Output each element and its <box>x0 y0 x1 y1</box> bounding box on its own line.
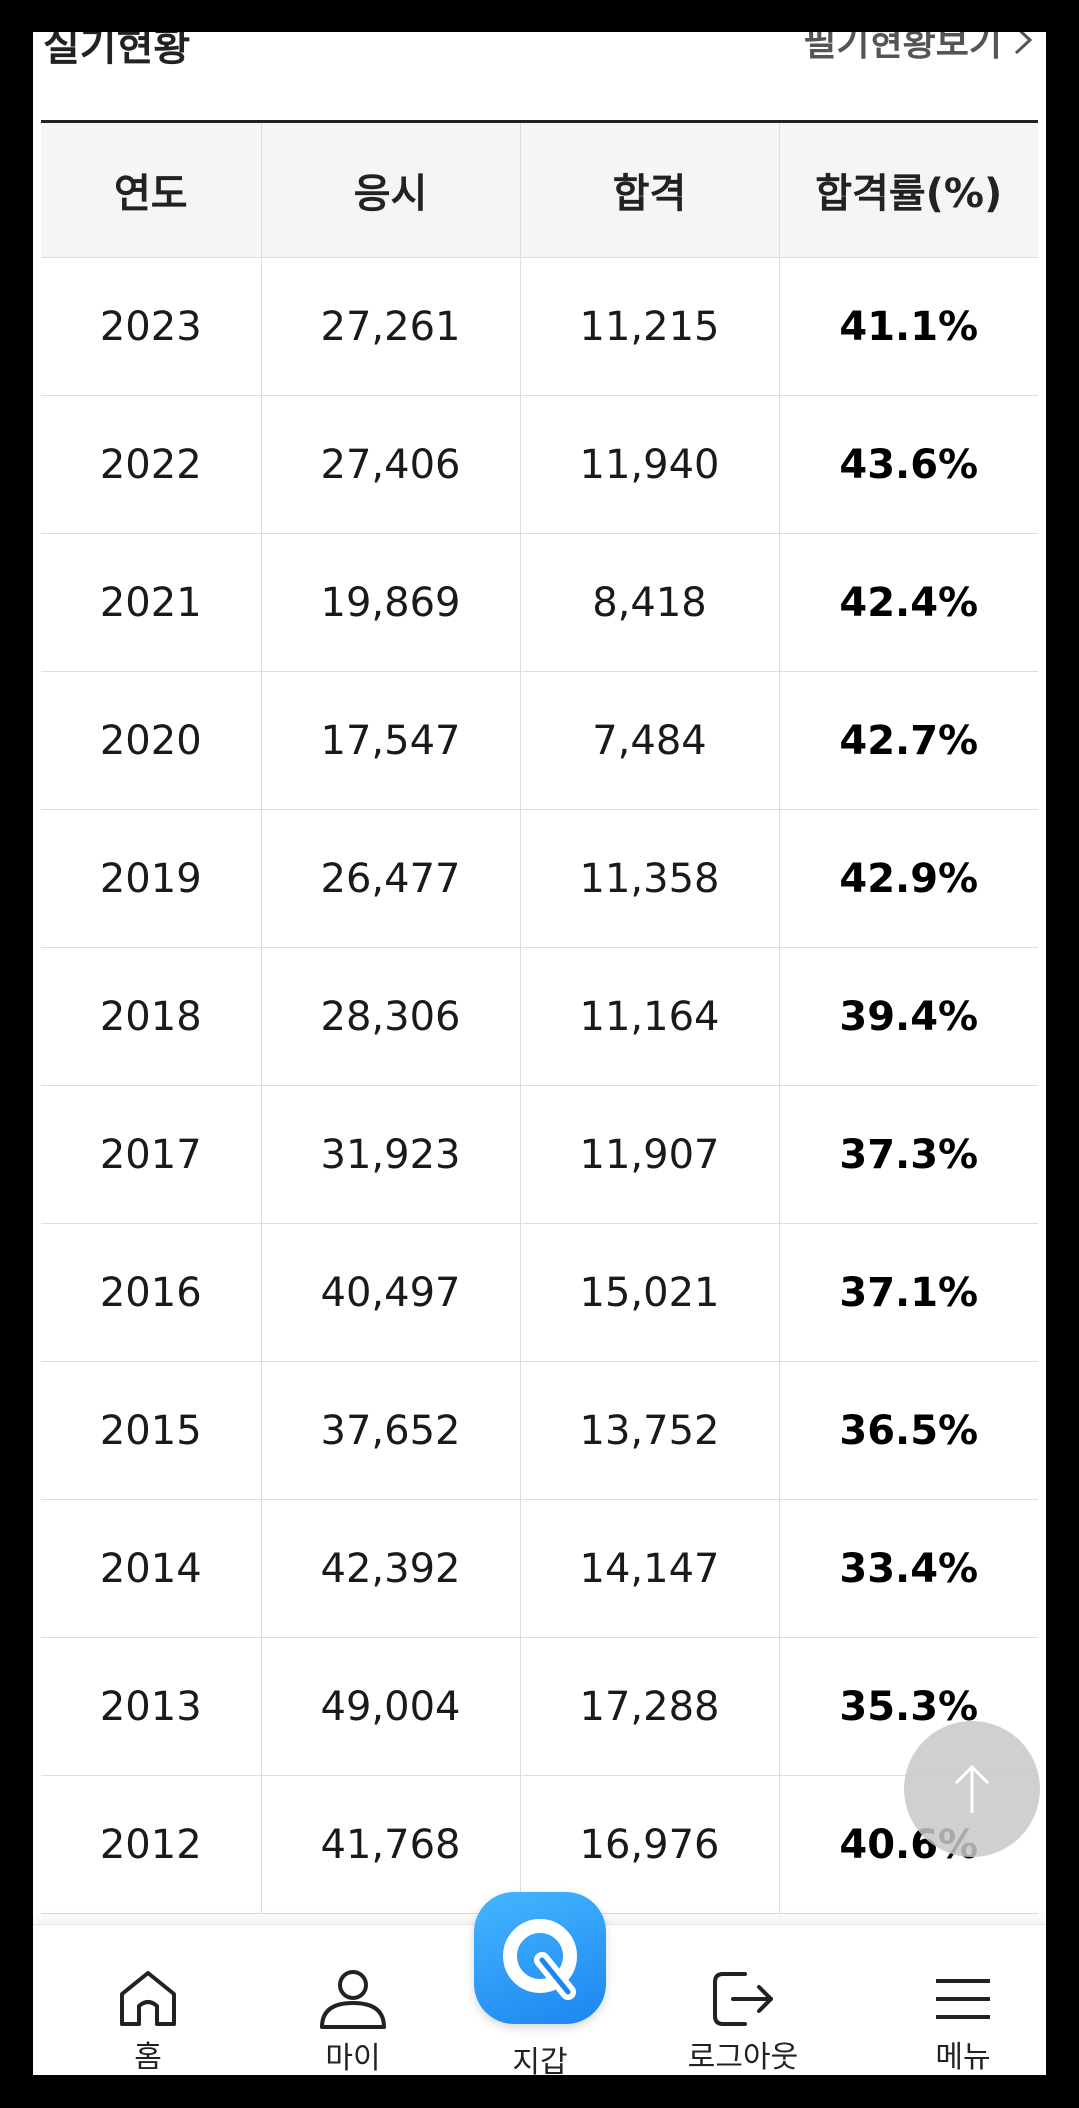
cell-year: 2018 <box>41 947 262 1086</box>
cell-passed: 17,288 <box>520 1637 780 1776</box>
cell-pass-rate: 42.9% <box>779 809 1038 948</box>
cell-passed: 14,147 <box>520 1499 780 1638</box>
cell-applicants: 31,923 <box>261 1085 521 1224</box>
chevron-right-icon <box>1014 32 1033 55</box>
table-row: 2015 37,652 13,752 36.5% <box>41 1361 1038 1500</box>
practical-exam-stats-table: 연도 응시 합격 합격률(%) 2023 27,261 11,215 41.1%… <box>41 120 1038 1914</box>
cell-pass-rate: 42.4% <box>779 533 1038 672</box>
cell-passed: 11,164 <box>520 947 780 1086</box>
cell-passed: 7,484 <box>520 671 780 810</box>
cell-passed: 11,215 <box>520 257 780 396</box>
table-row: 2018 28,306 11,164 39.4% <box>41 947 1038 1086</box>
cell-passed: 13,752 <box>520 1361 780 1500</box>
view-written-status-label: 필기현황보기 <box>803 32 1002 64</box>
header-year: 연도 <box>41 121 262 258</box>
cell-pass-rate: 36.5% <box>779 1361 1038 1500</box>
nav-my-label: 마이 <box>325 2041 381 2075</box>
cell-pass-rate: 33.4% <box>779 1499 1038 1638</box>
cell-passed: 16,976 <box>520 1775 780 1914</box>
header-applicants: 응시 <box>261 121 521 258</box>
table-row: 2016 40,497 15,021 37.1% <box>41 1223 1038 1362</box>
table-row: 2019 26,477 11,358 42.9% <box>41 809 1038 948</box>
cell-year: 2023 <box>41 257 262 396</box>
nav-my[interactable]: 마이 <box>293 1925 413 2075</box>
cell-year: 2020 <box>41 671 262 810</box>
app-screen: 실기현황 필기현황보기 연도 응시 합격 합격률(%) 2023 27,261 … <box>33 32 1046 2075</box>
cell-applicants: 41,768 <box>261 1775 521 1914</box>
cell-applicants: 17,547 <box>261 671 521 810</box>
nav-home[interactable]: 홈 <box>93 1925 203 2075</box>
nav-menu-label: 메뉴 <box>935 2040 991 2075</box>
user-icon <box>320 1970 386 2029</box>
header-passed: 합격 <box>520 121 780 258</box>
cell-passed: 11,907 <box>520 1085 780 1224</box>
cell-pass-rate: 39.4% <box>779 947 1038 1086</box>
nav-logout[interactable]: 로그아웃 <box>663 1925 823 2075</box>
cell-pass-rate: 41.1% <box>779 257 1038 396</box>
table-header-row: 연도 응시 합격 합격률(%) <box>41 121 1038 258</box>
cell-applicants: 42,392 <box>261 1499 521 1638</box>
cell-pass-rate: 37.1% <box>779 1223 1038 1362</box>
home-icon <box>120 1970 176 2026</box>
cell-pass-rate: 42.7% <box>779 671 1038 810</box>
view-written-status-link[interactable]: 필기현황보기 <box>803 32 1036 66</box>
cell-pass-rate: 43.6% <box>779 395 1038 534</box>
cell-applicants: 19,869 <box>261 533 521 672</box>
cell-year: 2016 <box>41 1223 262 1362</box>
arrow-up-icon <box>954 1764 990 1813</box>
cell-applicants: 40,497 <box>261 1223 521 1362</box>
cell-year: 2021 <box>41 533 262 672</box>
cell-year: 2017 <box>41 1085 262 1224</box>
nav-wallet-label: 지갑 <box>512 2045 568 2075</box>
cell-applicants: 37,652 <box>261 1361 521 1500</box>
cell-year: 2013 <box>41 1637 262 1776</box>
hamburger-icon <box>936 1978 990 2019</box>
nav-menu[interactable]: 메뉴 <box>913 1925 1013 2075</box>
section-header: 실기현황 필기현황보기 <box>33 32 1046 120</box>
table-row: 2022 27,406 11,940 43.6% <box>41 395 1038 534</box>
table-row: 2017 31,923 11,907 37.3% <box>41 1085 1038 1224</box>
table-row: 2023 27,261 11,215 41.1% <box>41 257 1038 396</box>
table-row: 2013 49,004 17,288 35.3% <box>41 1637 1038 1776</box>
nav-wallet-button[interactable] <box>474 1892 606 2024</box>
cell-applicants: 28,306 <box>261 947 521 1086</box>
table-row: 2020 17,547 7,484 42.7% <box>41 671 1038 810</box>
cell-passed: 11,940 <box>520 395 780 534</box>
nav-logout-label: 로그아웃 <box>687 2040 799 2075</box>
cell-applicants: 49,004 <box>261 1637 521 1776</box>
cell-applicants: 27,406 <box>261 395 521 534</box>
cell-applicants: 26,477 <box>261 809 521 948</box>
cell-pass-rate: 37.3% <box>779 1085 1038 1224</box>
cell-passed: 8,418 <box>520 533 780 672</box>
nav-home-label: 홈 <box>134 2040 162 2075</box>
cell-passed: 15,021 <box>520 1223 780 1362</box>
table-row: 2021 19,869 8,418 42.4% <box>41 533 1038 672</box>
cell-year: 2014 <box>41 1499 262 1638</box>
cell-year: 2012 <box>41 1775 262 1914</box>
cell-year: 2022 <box>41 395 262 534</box>
logout-icon <box>713 1971 773 2026</box>
q-logo-icon <box>503 1919 577 2000</box>
cell-year: 2019 <box>41 809 262 948</box>
header-pass-rate: 합격률(%) <box>779 121 1038 258</box>
section-title: 실기현황 <box>43 32 191 70</box>
scroll-to-top-button[interactable] <box>904 1721 1040 1857</box>
cell-applicants: 27,261 <box>261 257 521 396</box>
cell-year: 2015 <box>41 1361 262 1500</box>
table-row: 2014 42,392 14,147 33.4% <box>41 1499 1038 1638</box>
cell-passed: 11,358 <box>520 809 780 948</box>
